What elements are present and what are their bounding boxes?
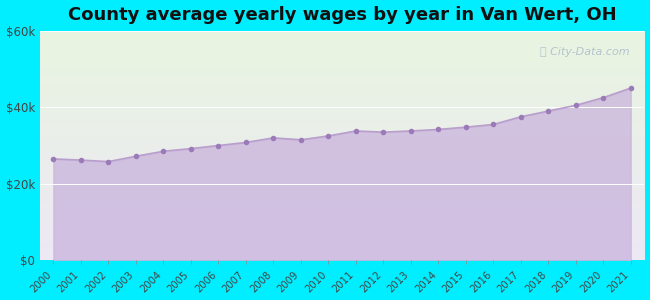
Point xyxy=(433,127,443,132)
Point xyxy=(296,137,306,142)
Point xyxy=(543,109,553,113)
Point xyxy=(350,129,361,134)
Point xyxy=(515,114,526,119)
Point xyxy=(406,129,416,134)
Text: ⓘ City-Data.com: ⓘ City-Data.com xyxy=(540,47,629,57)
Point xyxy=(240,140,251,145)
Point xyxy=(131,154,141,159)
Point xyxy=(48,157,58,161)
Point xyxy=(103,159,114,164)
Point xyxy=(186,146,196,151)
Point xyxy=(323,134,333,138)
Point xyxy=(571,103,581,108)
Point xyxy=(213,143,224,148)
Point xyxy=(461,125,471,130)
Point xyxy=(625,86,636,91)
Point xyxy=(488,122,499,127)
Point xyxy=(158,149,168,154)
Title: County average yearly wages by year in Van Wert, OH: County average yearly wages by year in V… xyxy=(68,6,616,24)
Point xyxy=(75,158,86,163)
Point xyxy=(598,95,608,100)
Point xyxy=(268,136,279,140)
Point xyxy=(378,130,389,134)
